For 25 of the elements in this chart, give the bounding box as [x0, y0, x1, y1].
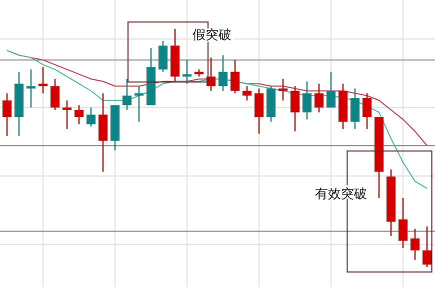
- candlestick: [422, 226, 432, 268]
- candlestick: [158, 40, 168, 72]
- candlestick: [2, 92, 12, 137]
- candlestick: [254, 88, 264, 134]
- candlestick: [350, 88, 360, 130]
- candlestick: [326, 71, 336, 108]
- candlestick: [242, 85, 252, 102]
- candlestick: [62, 100, 72, 130]
- candlestick: [302, 80, 312, 120]
- candlestick: [314, 83, 324, 113]
- candlestick: [38, 66, 48, 94]
- candlestick: [206, 56, 216, 92]
- candlestick: [74, 104, 84, 125]
- candlestick: [122, 78, 132, 111]
- candlestick: [362, 92, 372, 130]
- candlestick: [230, 59, 240, 94]
- candlestick: [182, 59, 192, 84]
- candlestick: [26, 68, 36, 108]
- candlestick: [218, 54, 228, 92]
- candlestick: [410, 228, 420, 261]
- candlestick: [290, 85, 300, 132]
- candlestick: [398, 197, 408, 249]
- candlestick: [50, 78, 60, 111]
- candlestick: [278, 78, 288, 102]
- candlestick: [86, 106, 96, 128]
